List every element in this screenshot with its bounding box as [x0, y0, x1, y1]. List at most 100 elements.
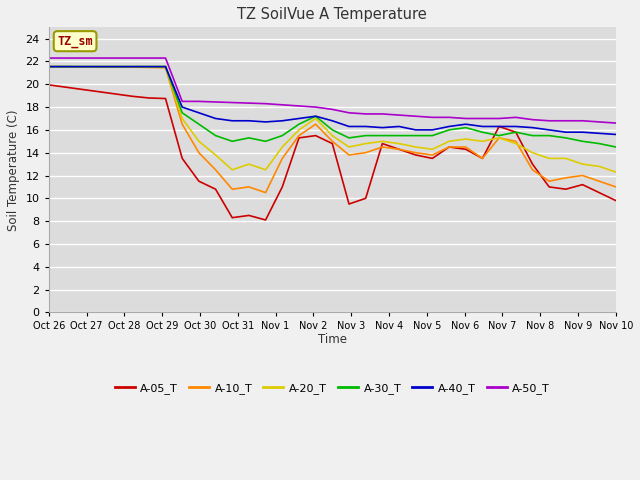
A-20_T: [412, 144, 420, 150]
A-20_T: [429, 146, 436, 152]
A-20_T: [212, 152, 220, 158]
A-30_T: [78, 64, 86, 70]
A-20_T: [295, 127, 303, 133]
A-40_T: [495, 123, 503, 129]
A-20_T: [195, 138, 203, 144]
A-30_T: [378, 133, 386, 139]
A-10_T: [512, 138, 520, 144]
A-40_T: [595, 131, 603, 136]
A-10_T: [228, 186, 236, 192]
A-50_T: [429, 114, 436, 120]
A-40_T: [195, 110, 203, 116]
A-10_T: [295, 133, 303, 139]
A-05_T: [212, 186, 220, 192]
A-10_T: [412, 150, 420, 156]
A-30_T: [262, 138, 269, 144]
A-05_T: [345, 201, 353, 207]
A-20_T: [228, 167, 236, 173]
A-30_T: [512, 129, 520, 135]
A-40_T: [111, 64, 119, 70]
A-20_T: [462, 136, 470, 142]
A-05_T: [562, 186, 570, 192]
A-20_T: [595, 164, 603, 169]
A-50_T: [529, 117, 536, 122]
A-40_T: [129, 64, 136, 70]
A-40_T: [228, 118, 236, 124]
A-30_T: [145, 64, 153, 70]
A-40_T: [312, 113, 319, 119]
A-10_T: [462, 144, 470, 150]
A-50_T: [545, 118, 553, 124]
A-40_T: [479, 123, 486, 129]
A-20_T: [162, 64, 170, 70]
A-10_T: [212, 167, 220, 173]
A-50_T: [228, 100, 236, 106]
A-05_T: [145, 95, 153, 101]
A-20_T: [612, 169, 620, 175]
A-05_T: [162, 96, 170, 101]
A-05_T: [395, 146, 403, 152]
A-50_T: [512, 114, 520, 120]
A-50_T: [495, 116, 503, 121]
A-05_T: [195, 179, 203, 184]
A-20_T: [179, 116, 186, 121]
A-05_T: [412, 152, 420, 158]
A-40_T: [78, 64, 86, 70]
A-50_T: [61, 55, 69, 61]
A-50_T: [295, 103, 303, 109]
A-10_T: [95, 64, 102, 70]
A-05_T: [462, 146, 470, 152]
A-40_T: [328, 118, 336, 124]
A-50_T: [378, 111, 386, 117]
A-40_T: [145, 64, 153, 70]
A-50_T: [345, 110, 353, 116]
A-20_T: [345, 144, 353, 150]
A-40_T: [295, 116, 303, 121]
A-50_T: [445, 114, 453, 120]
A-40_T: [95, 64, 102, 70]
A-30_T: [612, 144, 620, 150]
A-40_T: [462, 121, 470, 127]
A-30_T: [312, 113, 319, 119]
A-05_T: [362, 195, 369, 201]
A-20_T: [78, 64, 86, 70]
A-10_T: [45, 64, 52, 70]
A-10_T: [378, 144, 386, 150]
A-40_T: [278, 118, 286, 124]
A-50_T: [129, 55, 136, 61]
A-40_T: [262, 119, 269, 125]
A-10_T: [479, 156, 486, 161]
A-50_T: [479, 116, 486, 121]
A-40_T: [395, 123, 403, 129]
A-05_T: [278, 184, 286, 190]
A-10_T: [395, 146, 403, 152]
Text: TZ_sm: TZ_sm: [58, 35, 93, 48]
A-20_T: [61, 64, 69, 70]
A-40_T: [529, 125, 536, 131]
A-10_T: [328, 138, 336, 144]
A-40_T: [378, 125, 386, 131]
A-10_T: [445, 144, 453, 150]
A-05_T: [45, 82, 52, 88]
A-05_T: [429, 156, 436, 161]
A-05_T: [479, 156, 486, 161]
A-20_T: [479, 138, 486, 144]
A-50_T: [195, 98, 203, 104]
A-10_T: [612, 184, 620, 190]
Y-axis label: Soil Temperature (C): Soil Temperature (C): [7, 109, 20, 230]
A-50_T: [328, 107, 336, 112]
A-30_T: [495, 133, 503, 139]
A-05_T: [495, 123, 503, 129]
A-05_T: [378, 141, 386, 146]
A-05_T: [179, 156, 186, 161]
A-10_T: [179, 121, 186, 127]
A-10_T: [278, 156, 286, 161]
Line: A-20_T: A-20_T: [49, 67, 616, 172]
A-05_T: [61, 84, 69, 90]
A-30_T: [328, 127, 336, 133]
A-50_T: [579, 118, 586, 124]
A-10_T: [162, 65, 170, 71]
A-20_T: [362, 141, 369, 146]
A-30_T: [278, 133, 286, 139]
A-30_T: [129, 64, 136, 70]
